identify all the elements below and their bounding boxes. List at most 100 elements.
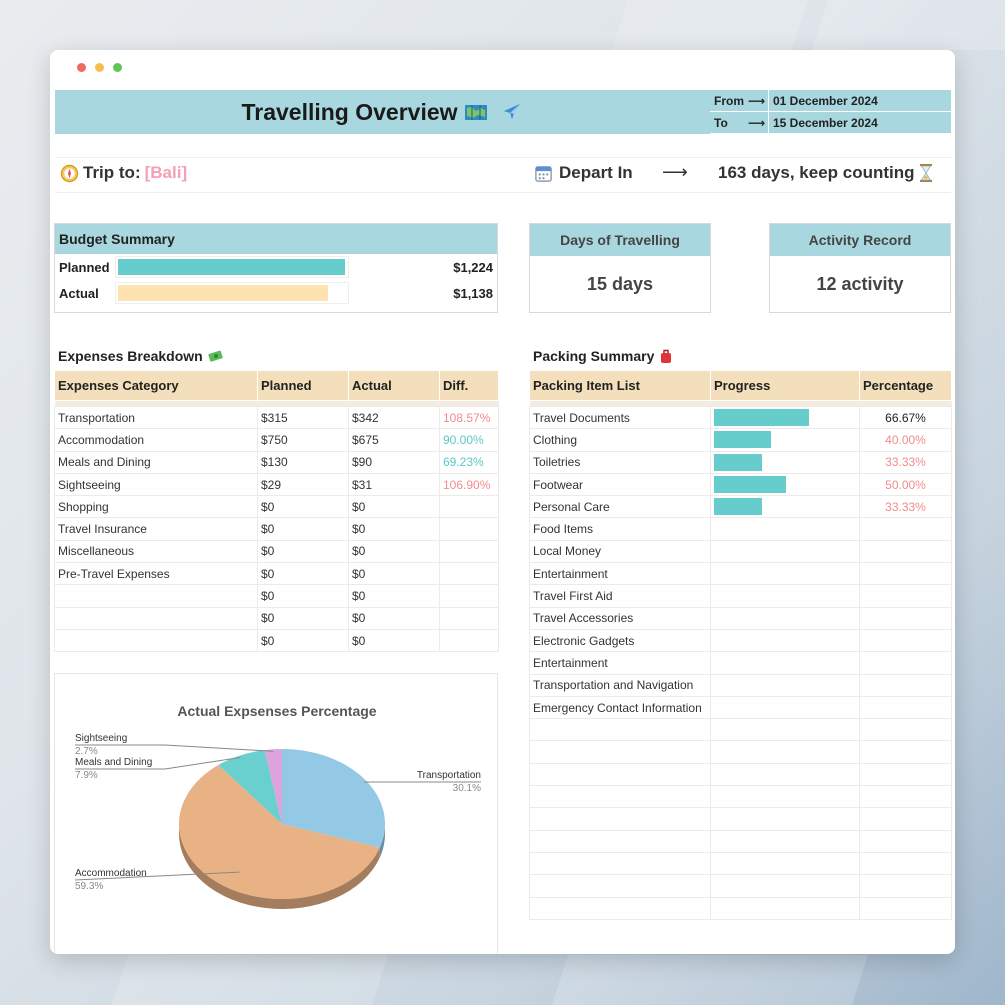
- expense-diff-cell[interactable]: 69.23%: [439, 450, 499, 474]
- packing-item-cell[interactable]: [529, 718, 711, 742]
- minimize-window-button[interactable]: [95, 63, 104, 72]
- packing-item-cell[interactable]: Travel Documents: [529, 405, 711, 430]
- pie-slice-accommodation[interactable]: [179, 765, 380, 899]
- packing-item-cell[interactable]: [529, 740, 711, 764]
- packing-percentage-cell: 66.67%: [859, 405, 952, 430]
- to-date[interactable]: 15 December 2024: [768, 112, 951, 133]
- expense-planned-cell[interactable]: $0: [257, 495, 349, 519]
- expense-planned-cell[interactable]: $0: [257, 539, 349, 564]
- packing-row: [529, 829, 952, 853]
- expense-diff-cell[interactable]: [439, 584, 499, 608]
- trip-bar: [55, 157, 951, 193]
- packing-item-cell[interactable]: Entertainment: [529, 651, 711, 675]
- budget-planned-bar: [118, 259, 345, 275]
- close-window-button[interactable]: [77, 63, 86, 72]
- expense-planned-cell[interactable]: $0: [257, 628, 349, 653]
- expense-planned-cell[interactable]: $0: [257, 606, 349, 630]
- expense-actual-cell[interactable]: $0: [348, 606, 440, 630]
- expense-planned-cell[interactable]: $0: [257, 517, 349, 541]
- expense-actual-cell[interactable]: $31: [348, 472, 440, 497]
- packing-progress-bar: [714, 453, 762, 471]
- packing-item-cell[interactable]: Emergency Contact Information: [529, 695, 711, 720]
- expense-planned-cell[interactable]: $750: [257, 428, 349, 452]
- packing-progress-cell: [710, 562, 860, 586]
- expense-category-cell[interactable]: Miscellaneous: [54, 539, 258, 564]
- calendar-icon: [535, 165, 552, 182]
- packing-item-cell[interactable]: [529, 874, 711, 898]
- expense-diff-cell[interactable]: [439, 628, 499, 653]
- to-label: To: [714, 116, 728, 130]
- maximize-window-button[interactable]: [113, 63, 122, 72]
- expense-category-cell[interactable]: Sightseeing: [54, 472, 258, 497]
- packing-item-cell[interactable]: [529, 851, 711, 876]
- packing-item-cell[interactable]: [529, 785, 711, 809]
- destination-value[interactable]: [Bali]: [144, 163, 188, 182]
- packing-item-cell[interactable]: Transportation and Navigation: [529, 673, 711, 697]
- expense-actual-cell[interactable]: $675: [348, 428, 440, 452]
- expense-planned-cell[interactable]: $315: [257, 405, 349, 430]
- expense-category-cell[interactable]: Transportation: [54, 405, 258, 430]
- packing-item-cell[interactable]: Toiletries: [529, 450, 711, 474]
- expense-category-cell[interactable]: Meals and Dining: [54, 450, 258, 474]
- expense-actual-cell[interactable]: $0: [348, 628, 440, 653]
- expense-category-cell[interactable]: Shopping: [54, 495, 258, 519]
- from-label: From: [714, 94, 744, 108]
- expense-category-cell[interactable]: [54, 584, 258, 608]
- pie-leader-line: [75, 756, 241, 770]
- packing-item-cell[interactable]: [529, 807, 711, 831]
- expense-actual-cell[interactable]: $0: [348, 495, 440, 519]
- expense-diff-cell[interactable]: 106.90%: [439, 472, 499, 497]
- packing-title: Packing Summary: [533, 348, 655, 364]
- expense-actual-cell[interactable]: $0: [348, 539, 440, 564]
- expense-category-cell[interactable]: Travel Insurance: [54, 517, 258, 541]
- packing-percentage-cell: [859, 762, 952, 787]
- expense-category-cell[interactable]: Accommodation: [54, 428, 258, 452]
- expense-diff-cell[interactable]: 90.00%: [439, 428, 499, 452]
- budget-planned-label: Planned: [59, 259, 110, 275]
- packing-item-cell[interactable]: Travel First Aid: [529, 584, 711, 608]
- packing-item-cell[interactable]: Clothing: [529, 428, 711, 452]
- expense-actual-cell[interactable]: $342: [348, 405, 440, 430]
- expense-row: Shopping $0 $0: [54, 495, 499, 519]
- from-date[interactable]: 01 December 2024: [768, 90, 951, 111]
- countdown: 163 days, keep counting: [718, 163, 933, 183]
- packing-progress-cell: [710, 829, 860, 853]
- packing-item-cell[interactable]: [529, 896, 711, 920]
- expense-planned-cell[interactable]: $0: [257, 584, 349, 608]
- expense-category-cell[interactable]: Pre-Travel Expenses: [54, 562, 258, 586]
- expense-diff-cell[interactable]: [439, 562, 499, 586]
- packing-item-cell[interactable]: Footwear: [529, 472, 711, 497]
- expense-diff-cell[interactable]: [439, 606, 499, 630]
- pie-slice-meals-and-dining[interactable]: [218, 750, 282, 824]
- packing-item-cell[interactable]: [529, 762, 711, 787]
- depart-in: Depart In: [534, 163, 633, 183]
- packing-item-cell[interactable]: Entertainment: [529, 562, 711, 586]
- packing-item-cell[interactable]: Travel Accessories: [529, 606, 711, 630]
- window-controls: [77, 63, 122, 72]
- packing-row: [529, 762, 952, 787]
- packing-progress-cell: [710, 673, 860, 697]
- expense-actual-cell[interactable]: $0: [348, 584, 440, 608]
- expense-planned-cell[interactable]: $0: [257, 562, 349, 586]
- expense-category-cell[interactable]: [54, 606, 258, 630]
- expense-diff-cell[interactable]: [439, 539, 499, 564]
- budget-planned-amount: $1,224: [453, 259, 493, 275]
- packing-item-cell[interactable]: [529, 829, 711, 853]
- expense-planned-cell[interactable]: $29: [257, 472, 349, 497]
- packing-item-cell[interactable]: Personal Care: [529, 495, 711, 519]
- expense-planned-cell[interactable]: $130: [257, 450, 349, 474]
- expense-diff-cell[interactable]: [439, 517, 499, 541]
- pie-slice-transportation[interactable]: [282, 749, 385, 848]
- packing-item-cell[interactable]: Electronic Gadgets: [529, 628, 711, 653]
- packing-item-cell[interactable]: Food Items: [529, 517, 711, 541]
- expense-category-cell[interactable]: [54, 628, 258, 653]
- expense-actual-cell[interactable]: $90: [348, 450, 440, 474]
- page-title: Travelling Overview: [55, 90, 710, 134]
- expense-actual-cell[interactable]: $0: [348, 517, 440, 541]
- expense-diff-cell[interactable]: 108.57%: [439, 405, 499, 430]
- expense-diff-cell[interactable]: [439, 495, 499, 519]
- expenses-header-category: Expenses Category: [54, 370, 258, 401]
- expense-actual-cell[interactable]: $0: [348, 562, 440, 586]
- packing-item-cell[interactable]: Local Money: [529, 539, 711, 564]
- pie-slice-sightseeing[interactable]: [264, 749, 282, 824]
